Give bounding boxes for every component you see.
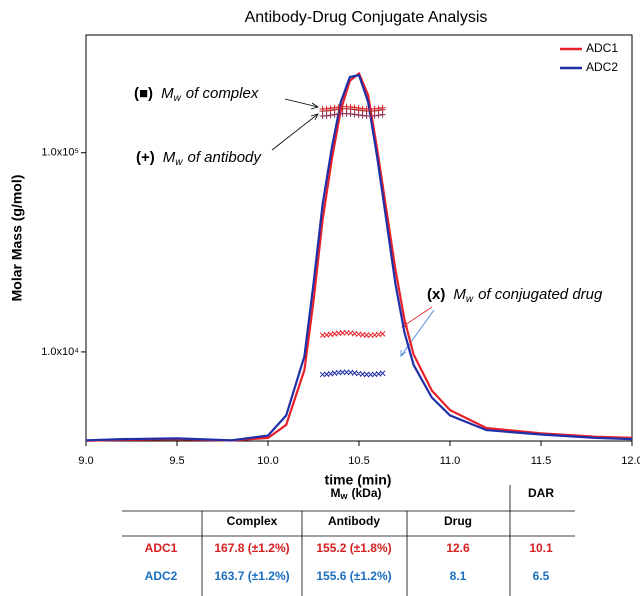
annotation-marker: (+) (136, 149, 155, 166)
annotation: (■) Mw of complex (134, 85, 259, 104)
x-tick-label: 11.5 (531, 455, 552, 467)
table-column-header: Drug (444, 514, 472, 528)
series-line (85, 73, 633, 442)
y-tick-label: 1.0x10⁵ (41, 147, 79, 159)
annotation: (x) Mw of conjugated drug (427, 286, 603, 305)
x-tick-label: 9.0 (78, 455, 93, 467)
table-cell: 155.6 (±1.2%) (316, 569, 391, 583)
table-cell: ADC2 (145, 569, 178, 583)
annotation-sub: w (466, 294, 474, 305)
annotation-label: M (163, 149, 176, 166)
table-grid (122, 485, 575, 596)
table-cell: 10.1 (529, 541, 553, 555)
mw-band (319, 369, 386, 378)
legend-label: ADC2 (586, 60, 618, 74)
table-group-header: Mw (kDa) (330, 486, 381, 501)
mw-band (319, 105, 386, 115)
y-axis-label: Molar Mass (g/mol) (9, 175, 25, 302)
table-column-header: Complex (227, 514, 278, 528)
annotation-sub: w (174, 93, 182, 104)
annotation: (+) Mw of antibody (136, 149, 262, 168)
annotation-arrows (271, 98, 319, 151)
x-tick-label: 12.0 (621, 455, 640, 467)
annotation-marker: (x) (427, 286, 445, 303)
table-dar-header: DAR (528, 486, 554, 500)
annotation-label: M (453, 286, 466, 303)
annotation-label: M (161, 85, 174, 102)
series-line (85, 71, 633, 442)
x-tick-label: 9.5 (169, 455, 184, 467)
x-tick-label: 10.0 (257, 455, 278, 467)
annotation-marker: (■) (134, 85, 153, 102)
table-group-sub: w (339, 491, 348, 501)
table-cell: 12.6 (446, 541, 470, 555)
table-cell: ADC1 (145, 541, 178, 555)
annotation-text: of conjugated drug (478, 286, 603, 303)
y-tick-label: 1.0x10⁴ (41, 346, 79, 358)
chart-title: Antibody-Drug Conjugate Analysis (245, 9, 488, 26)
x-tick-label: 10.5 (348, 455, 369, 467)
x-axis-label: time (min) (325, 472, 392, 488)
annotation-text: of complex (186, 85, 259, 102)
table-group-rest: (kDa) (352, 486, 382, 500)
table-cell: 155.2 (±1.8%) (316, 541, 391, 555)
legend-label: ADC1 (586, 41, 618, 55)
drug-arrows (400, 306, 435, 357)
table-column-header: Antibody (328, 514, 380, 528)
annotation-sub: w (175, 157, 183, 168)
table-cell: 167.8 (±1.2%) (214, 541, 289, 555)
x-tick-label: 11.0 (440, 455, 461, 467)
table-cell: 6.5 (533, 569, 550, 583)
mw-band (319, 110, 386, 120)
mw-band (319, 329, 386, 339)
table-cell: 163.7 (±1.2%) (214, 569, 289, 583)
table-group-m: M (330, 486, 340, 500)
table-cell: 8.1 (450, 569, 467, 583)
annotation-text: of antibody (187, 149, 262, 166)
